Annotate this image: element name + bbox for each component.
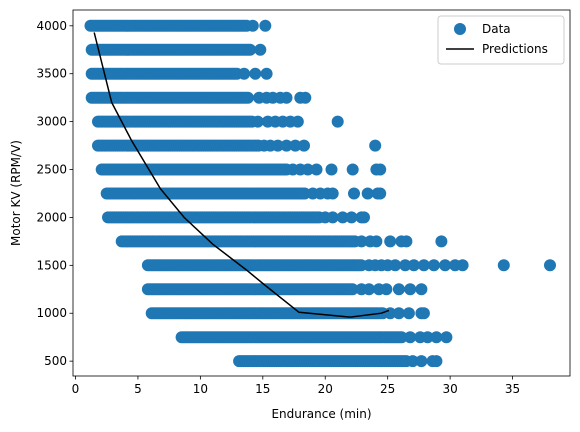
- y-tick-label: 2000: [36, 210, 67, 224]
- data-point: [427, 259, 440, 272]
- data-point: [259, 19, 272, 32]
- data-point: [241, 91, 254, 104]
- y-tick-label: 4000: [36, 19, 67, 33]
- data-point: [246, 19, 259, 32]
- axes-frame: [72, 9, 571, 377]
- data-point: [358, 211, 370, 224]
- x-tick-label: 25: [380, 382, 395, 396]
- data-point: [406, 355, 419, 368]
- legend-label-data: Data: [482, 22, 511, 36]
- data-point: [399, 259, 412, 272]
- y-axis-label: Motor KV (RPM/V): [9, 140, 23, 246]
- y-tick-label: 1000: [36, 306, 67, 320]
- x-tick-label: 35: [505, 382, 520, 396]
- data-point: [439, 259, 452, 272]
- data-point: [361, 187, 374, 200]
- data-point: [331, 115, 344, 128]
- data-point: [370, 235, 383, 248]
- data-point: [301, 163, 314, 176]
- data-point: [244, 43, 257, 56]
- data-point: [421, 331, 434, 344]
- legend-marker-data: [454, 23, 466, 35]
- data-point: [415, 355, 428, 368]
- data-point: [404, 283, 417, 296]
- data-point: [325, 163, 338, 176]
- y-tick-label: 3500: [36, 67, 67, 81]
- data-point: [326, 211, 339, 224]
- tick-layer: 0 5 10 15 20 25 30 35 500 1000 1500 2000 2500 3000 350…: [36, 19, 520, 396]
- x-tick-label: 15: [255, 382, 270, 396]
- data-point: [326, 187, 339, 200]
- data-point: [415, 283, 428, 296]
- legend-label-predictions: Predictions: [482, 42, 548, 56]
- data-point: [400, 235, 413, 248]
- data-point: [280, 139, 293, 152]
- data-point: [289, 139, 302, 152]
- x-axis-label: Endurance (min): [271, 407, 371, 421]
- data-point: [355, 235, 368, 248]
- data-point: [310, 163, 323, 176]
- data-point: [544, 259, 556, 272]
- prediction-line-layer: [93, 32, 390, 318]
- data-point: [404, 331, 417, 344]
- data-point: [374, 163, 387, 176]
- legend: Data Predictions: [437, 15, 565, 65]
- data-point: [440, 331, 453, 344]
- data-point: [291, 115, 304, 128]
- y-tick-label: 3000: [36, 115, 67, 129]
- data-point: [346, 163, 359, 176]
- data-point: [384, 235, 397, 248]
- data-point: [430, 331, 443, 344]
- data-point: [299, 91, 312, 104]
- x-tick-label: 20: [318, 382, 333, 396]
- y-tick-label: 2500: [36, 163, 67, 177]
- data-point: [407, 259, 420, 272]
- legend-box: [437, 15, 565, 65]
- data-point: [346, 283, 359, 296]
- data-point: [238, 67, 251, 80]
- data-point: [417, 307, 430, 320]
- data-point: [345, 211, 358, 224]
- data-point: [380, 283, 393, 296]
- data-point: [260, 67, 273, 80]
- data-point: [392, 283, 405, 296]
- data-point: [430, 355, 443, 368]
- data-point: [374, 187, 387, 200]
- data-point: [369, 139, 382, 152]
- y-tick-label: 500: [44, 354, 67, 368]
- data-point: [271, 139, 284, 152]
- x-tick-label: 5: [134, 382, 142, 396]
- data-point: [435, 235, 448, 248]
- data-point: [497, 259, 510, 272]
- data-point: [298, 139, 310, 152]
- data-point: [395, 331, 408, 344]
- x-tick-label: 10: [193, 382, 208, 396]
- data-point: [402, 307, 415, 320]
- data-point: [336, 211, 349, 224]
- data-point: [392, 307, 405, 320]
- data-point: [384, 307, 397, 320]
- x-tick-label: 0: [72, 382, 80, 396]
- y-tick-label: 1500: [36, 258, 67, 272]
- data-point: [389, 259, 402, 272]
- data-point: [249, 67, 262, 80]
- data-point: [348, 187, 360, 200]
- data-layer: [84, 19, 556, 368]
- data-point: [280, 91, 293, 104]
- data-point: [417, 259, 430, 272]
- data-point: [254, 43, 267, 56]
- x-tick-label: 30: [442, 382, 457, 396]
- prediction-line: [93, 32, 390, 318]
- data-point: [251, 115, 264, 128]
- data-point: [456, 259, 469, 272]
- data-point: [363, 283, 375, 296]
